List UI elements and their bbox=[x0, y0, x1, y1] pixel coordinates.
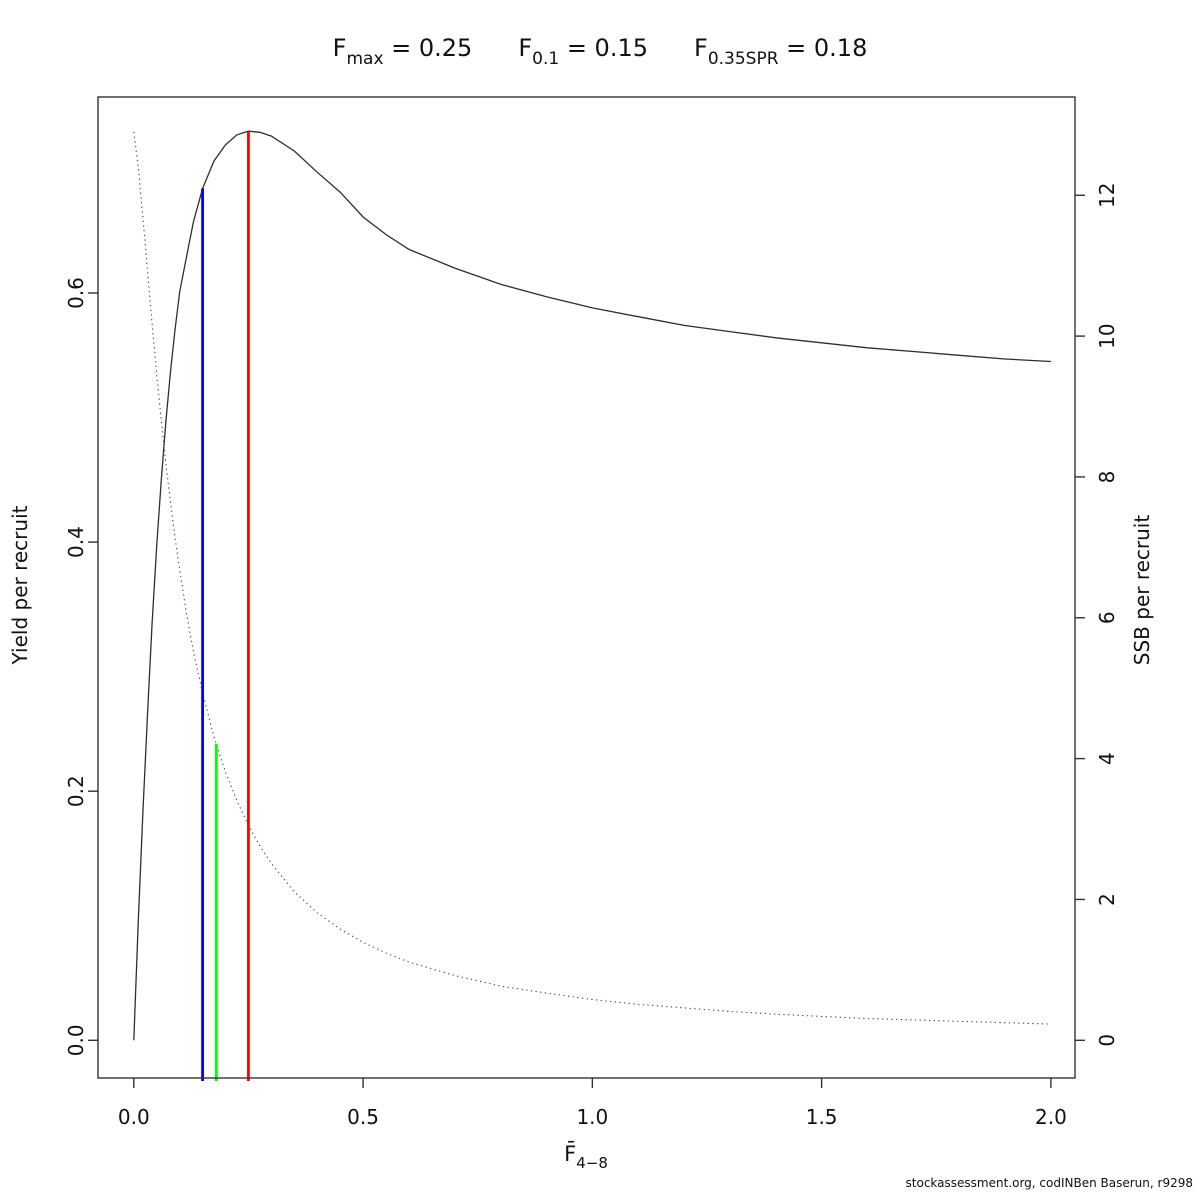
yleft-tick-label: 0.4 bbox=[64, 526, 88, 558]
yleft-tick-label: 0.6 bbox=[64, 277, 88, 309]
yright-tick-label: 0 bbox=[1095, 1034, 1119, 1047]
x-tick-label: 0.0 bbox=[118, 1105, 150, 1129]
x-tick-label: 0.5 bbox=[347, 1105, 379, 1129]
x-tick-label: 1.0 bbox=[576, 1105, 608, 1129]
attribution-text: stockassessment.org, codINBen Baserun, r… bbox=[905, 1176, 1193, 1190]
yleft-tick-label: 0.2 bbox=[64, 775, 88, 807]
yield-curve bbox=[133, 130, 1051, 1041]
x-tick-label: 1.5 bbox=[806, 1105, 838, 1129]
title-estimate-2: F0.35SPR = 0.18 bbox=[694, 34, 868, 69]
yleft-tick-label: 0.0 bbox=[64, 1024, 88, 1056]
x-axis-title: F̄4−8 bbox=[0, 1142, 1186, 1173]
x-tick-label: 2.0 bbox=[1035, 1105, 1067, 1129]
figure-title: Fmax = 0.25 F0.1 = 0.15 F0.35SPR = 0.18 bbox=[0, 33, 1200, 69]
title-estimate-1: F0.1 = 0.15 bbox=[518, 34, 648, 69]
title-estimate-0: Fmax = 0.25 bbox=[332, 34, 473, 69]
yright-tick-label: 8 bbox=[1095, 471, 1119, 484]
yright-tick-label: 2 bbox=[1095, 893, 1119, 906]
yright-tick-label: 6 bbox=[1095, 611, 1119, 624]
yright-tick-label: 4 bbox=[1095, 752, 1119, 765]
x-axis-title-sub: 4−8 bbox=[576, 1154, 608, 1173]
ssb-curve bbox=[133, 131, 1051, 1025]
yright-tick-label: 12 bbox=[1095, 183, 1119, 208]
yright-tick-label: 10 bbox=[1095, 323, 1119, 348]
plot-border bbox=[97, 96, 1076, 1079]
x-axis-title-base: F̄ bbox=[564, 1142, 577, 1166]
